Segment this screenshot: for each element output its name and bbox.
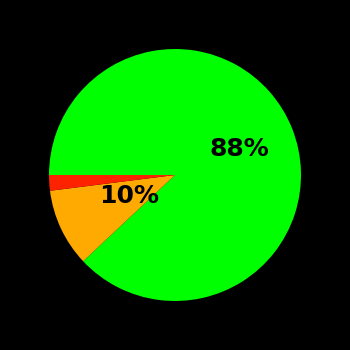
Text: 88%: 88% xyxy=(210,138,269,161)
Wedge shape xyxy=(50,175,175,261)
Wedge shape xyxy=(49,49,301,301)
Text: 10%: 10% xyxy=(99,184,159,209)
Wedge shape xyxy=(49,175,175,191)
